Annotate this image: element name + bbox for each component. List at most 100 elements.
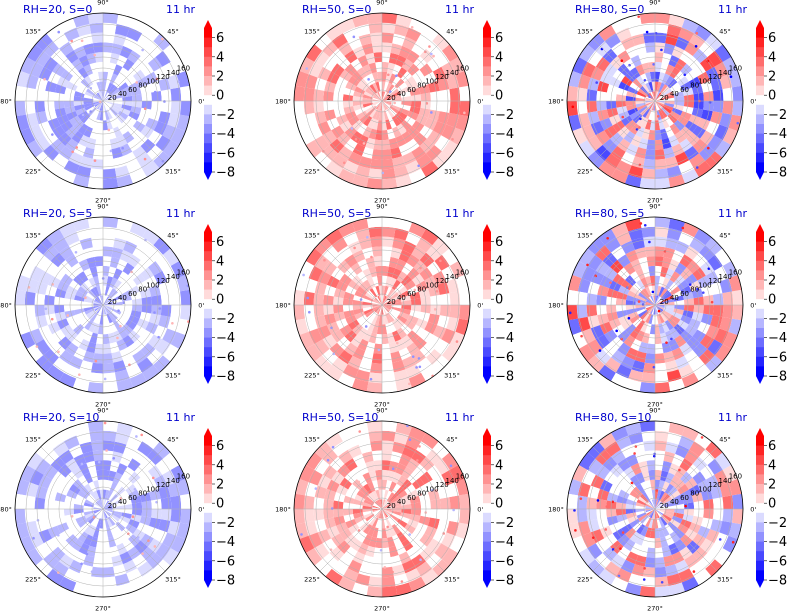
field-cell bbox=[378, 91, 382, 101]
colorbar-extend-min bbox=[756, 172, 764, 180]
speckle bbox=[430, 52, 433, 56]
speckle bbox=[684, 504, 687, 508]
field-cell bbox=[35, 135, 51, 152]
field-cell bbox=[356, 531, 368, 543]
field-cell bbox=[322, 261, 338, 276]
speckle bbox=[93, 159, 97, 162]
field-cell bbox=[322, 465, 338, 480]
field-cell bbox=[75, 107, 87, 116]
angle-tick-label: 270° bbox=[374, 197, 390, 205]
field-cell bbox=[398, 551, 412, 565]
field-cell bbox=[375, 101, 382, 110]
field-cell bbox=[45, 109, 58, 122]
field-cell bbox=[671, 515, 683, 524]
field-cell bbox=[295, 274, 309, 292]
field-cell bbox=[683, 101, 695, 108]
speckle bbox=[413, 339, 417, 343]
field-cell bbox=[382, 504, 392, 509]
field-cell bbox=[678, 435, 695, 450]
field-cell bbox=[683, 502, 695, 509]
field-cell bbox=[47, 275, 61, 289]
field-cell bbox=[581, 124, 596, 141]
field-cell bbox=[303, 291, 315, 305]
field-cell bbox=[44, 294, 55, 305]
field-cell bbox=[69, 483, 81, 495]
field-cell bbox=[46, 568, 64, 586]
speckle bbox=[615, 329, 618, 333]
field-cell bbox=[34, 293, 46, 305]
field-cell bbox=[441, 248, 459, 266]
field-cell bbox=[378, 110, 382, 121]
field-cell bbox=[666, 573, 682, 587]
field-cell bbox=[631, 156, 645, 169]
field-cell bbox=[91, 440, 103, 452]
field-cell bbox=[109, 117, 118, 129]
colorbar-level bbox=[483, 124, 491, 134]
field-cell bbox=[93, 305, 103, 307]
speckle bbox=[357, 529, 361, 532]
field-cell bbox=[645, 101, 655, 103]
field-cell bbox=[644, 480, 652, 491]
field-cell bbox=[382, 32, 394, 44]
speckle bbox=[642, 578, 646, 581]
field-cell bbox=[655, 158, 667, 170]
field-cell bbox=[599, 479, 613, 493]
field-cell bbox=[392, 330, 402, 342]
field-cell bbox=[103, 236, 115, 248]
radial-tick-label: 20 bbox=[108, 94, 117, 102]
field-cell bbox=[587, 254, 603, 271]
field-cell bbox=[88, 73, 97, 85]
speckle bbox=[463, 111, 466, 115]
field-cell bbox=[694, 228, 712, 246]
field-cell bbox=[666, 369, 682, 383]
angular-gridline bbox=[592, 38, 656, 102]
field-cell bbox=[714, 44, 732, 62]
field-cell bbox=[626, 90, 637, 98]
field-cell bbox=[699, 538, 715, 553]
field-cell bbox=[396, 123, 408, 135]
panel-title-right: 11 hr bbox=[445, 3, 474, 16]
field-cell bbox=[68, 151, 83, 166]
field-cell bbox=[669, 314, 681, 324]
speckle bbox=[418, 445, 421, 448]
field-cell bbox=[153, 474, 168, 489]
angle-tick-label: 90° bbox=[649, 0, 661, 7]
speckle bbox=[358, 430, 362, 433]
field-cell bbox=[665, 472, 675, 484]
radial-tick-label: 20 bbox=[387, 94, 396, 102]
field-cell bbox=[108, 332, 117, 344]
field-cell bbox=[128, 81, 140, 91]
field-cell bbox=[314, 458, 330, 475]
field-cell bbox=[63, 101, 75, 108]
field-cell bbox=[103, 96, 113, 101]
field-cell bbox=[112, 94, 123, 100]
field-cell bbox=[646, 502, 655, 509]
field-cell bbox=[382, 295, 387, 305]
field-cell bbox=[86, 309, 96, 318]
field-cell bbox=[572, 261, 588, 279]
field-cell bbox=[636, 91, 647, 98]
speckle bbox=[435, 289, 439, 293]
field-cell bbox=[87, 421, 103, 432]
field-cell bbox=[437, 519, 450, 533]
field-cell bbox=[382, 101, 391, 108]
speckle bbox=[50, 317, 54, 321]
speckle bbox=[143, 157, 147, 161]
field-cell bbox=[382, 101, 387, 111]
colorbar-tick-label: −6 bbox=[495, 350, 514, 365]
field-cell bbox=[402, 151, 417, 166]
field-cell bbox=[103, 13, 119, 24]
field-cell bbox=[372, 490, 379, 501]
colorbar-tick-label: 2 bbox=[768, 274, 776, 289]
colorbar-level bbox=[756, 570, 764, 581]
field-cell bbox=[396, 67, 408, 79]
field-cell bbox=[634, 146, 647, 159]
field-cell bbox=[98, 295, 103, 305]
field-cell bbox=[372, 301, 382, 305]
field-cell bbox=[83, 330, 93, 342]
field-cell bbox=[52, 33, 69, 49]
field-cell bbox=[63, 94, 75, 101]
field-cell bbox=[382, 91, 384, 101]
field-cell bbox=[665, 360, 679, 373]
